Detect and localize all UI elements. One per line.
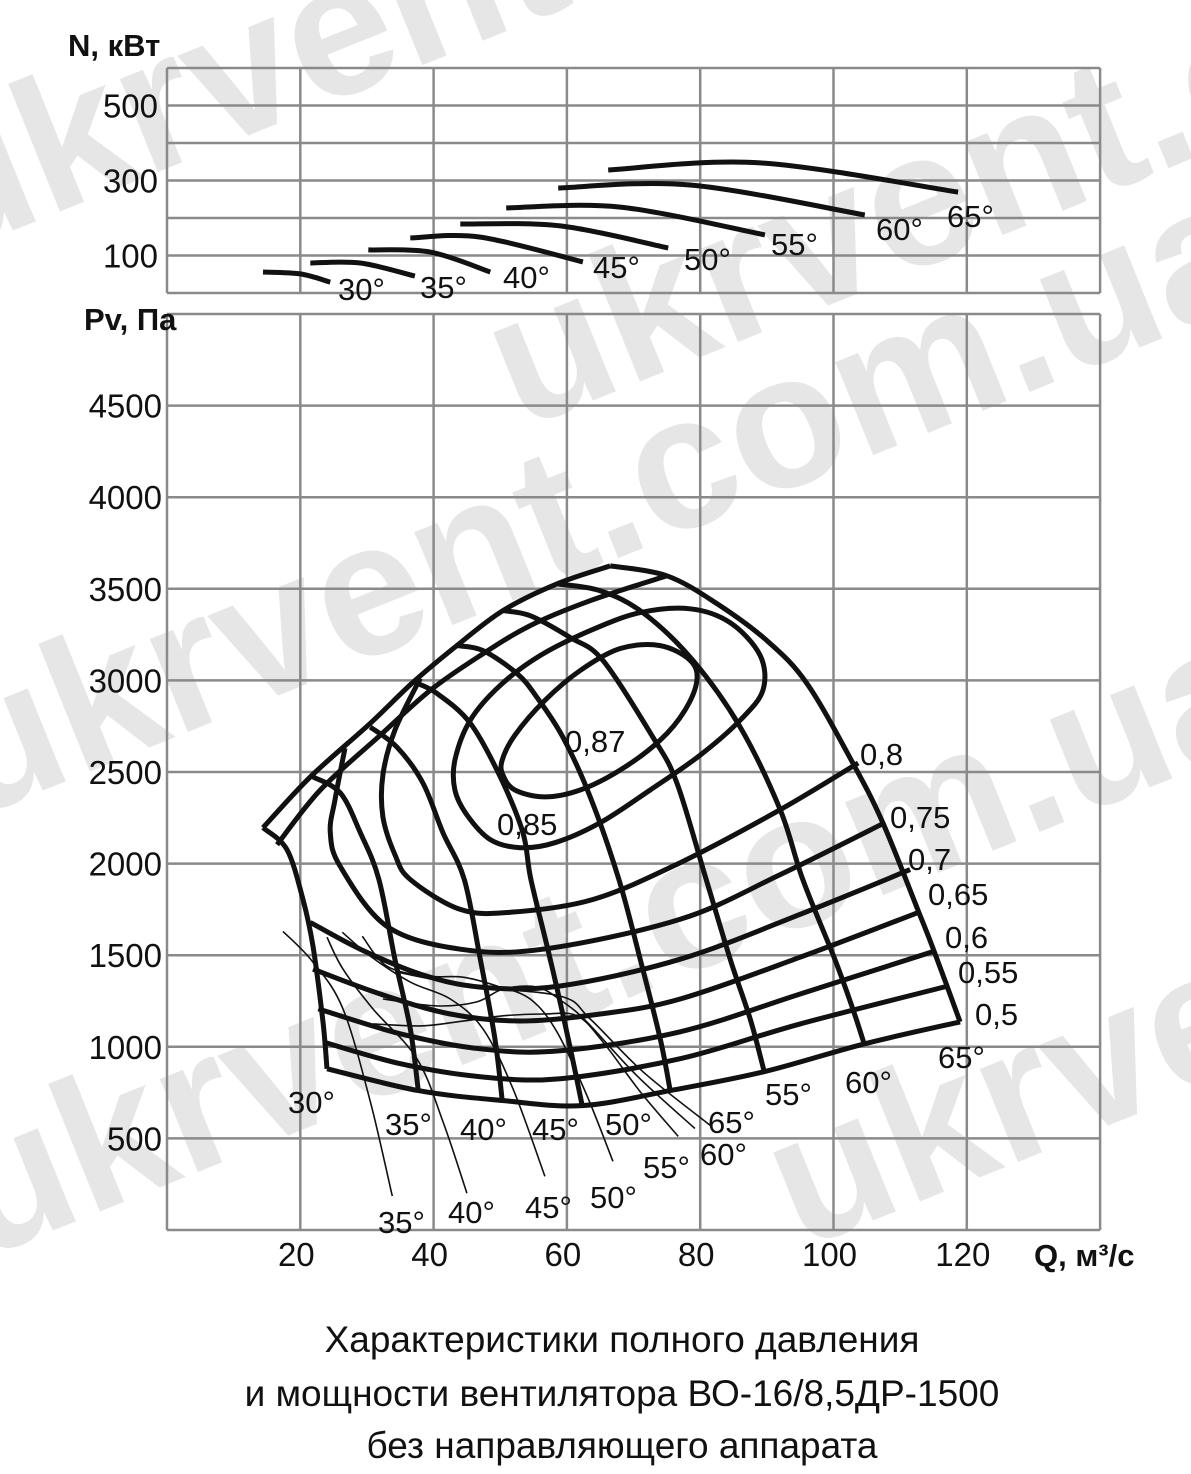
power-curve-label: 35° — [420, 270, 467, 305]
efficiency-contour — [327, 747, 886, 955]
stall-boundary-line — [261, 563, 611, 830]
unstable-curve-label: 35° — [378, 1205, 425, 1240]
curve-labels: 30° 35° 40° 45° 50° 55° 60° 65°30°35° 40° 45° 50°5… — [288, 199, 1018, 1240]
stall-boundary-line — [275, 573, 668, 847]
pressure-tick-label: 500 — [107, 1120, 162, 1157]
power-curve — [608, 159, 959, 195]
pressure-curve — [413, 680, 585, 1107]
flow-axis-title: Q, м³/с — [1034, 1238, 1134, 1273]
efficiency-label: 0,55 — [958, 955, 1018, 990]
unstable-pressure-curve — [372, 1012, 679, 1137]
power-curve-label: 30° — [338, 272, 385, 307]
pressure-tick-label: 2000 — [89, 846, 162, 883]
efficiency-label: 0,85 — [497, 807, 557, 842]
efficiency-label: 0,6 — [945, 920, 988, 955]
power-curve — [262, 269, 331, 285]
unstable-curve-label: 40° — [448, 1195, 495, 1230]
efficiency-contour — [498, 642, 700, 800]
flow-tick-label: 100 — [802, 1236, 857, 1273]
unstable-curve-label: 55° — [643, 1150, 690, 1185]
pressure-tick-label: 3500 — [89, 571, 162, 608]
power-curve-label: 55° — [771, 227, 818, 262]
power-curve — [310, 259, 416, 279]
pressure-curve — [368, 725, 505, 1101]
efficiency-label: 0,5 — [975, 997, 1018, 1032]
pressure-curve-label: 40° — [460, 1112, 507, 1147]
unstable-curve-label: 50° — [590, 1180, 637, 1215]
curves — [261, 159, 963, 1197]
pressure-curve-label: 65° — [938, 1040, 985, 1075]
pressure-tick-label: 2500 — [89, 754, 162, 791]
power-curve-label: 60° — [876, 212, 923, 247]
pressure-curve-label: 35° — [385, 1107, 432, 1142]
power-tick-label: 500 — [103, 88, 158, 125]
efficiency-label: 0,87 — [565, 724, 625, 759]
power-curve-label: 45° — [593, 250, 640, 285]
pressure-curve — [261, 825, 330, 1070]
caption-line-2: и мощности вентилятора ВО-16/8,5ДР-1500 — [245, 1373, 1000, 1414]
pressure-curve — [311, 774, 421, 1091]
unstable-curve-label: 65° — [708, 1105, 755, 1140]
caption-line-1: Характеристики полного давления — [325, 1319, 920, 1360]
efficiency-label: 0,7 — [908, 842, 951, 877]
flow-tick-label: 60 — [545, 1236, 582, 1273]
tick-labels: 100 300 500 500 1000 1500 2000 2500 3000 3500 4000… — [89, 88, 991, 1274]
power-tick-label: 100 — [103, 238, 158, 275]
efficiency-label: 0,8 — [860, 737, 903, 772]
unstable-pressure-curve — [326, 936, 468, 1194]
power-curve-label: 65° — [947, 199, 994, 234]
pressure-tick-label: 4500 — [89, 388, 162, 425]
efficiency-contour — [450, 605, 768, 851]
unstable-curve-label: 45° — [525, 1190, 572, 1225]
flow-tick-label: 120 — [935, 1236, 990, 1273]
power-curve-label: 40° — [503, 260, 550, 295]
pressure-tick-label: 1000 — [89, 1029, 162, 1066]
efficiency-contour — [309, 867, 912, 992]
power-curve-label: 50° — [684, 242, 731, 277]
pressure-curve-label: 60° — [845, 1065, 892, 1100]
pressure-curve-label: 45° — [532, 1112, 579, 1147]
efficiency-contour — [378, 677, 860, 917]
efficiency-contour — [322, 983, 949, 1083]
efficiency-contour — [312, 909, 920, 1024]
caption-line-3: без направляющего аппарата — [367, 1425, 878, 1466]
pressure-tick-label: 4000 — [89, 479, 162, 516]
efficiency-label: 0,75 — [890, 800, 950, 835]
flow-tick-label: 40 — [411, 1236, 448, 1273]
efficiency-label: 0,65 — [928, 877, 988, 912]
power-curve — [558, 181, 866, 218]
efficiency-contour — [326, 1019, 961, 1109]
power-axis-title: N, кВт — [68, 28, 160, 63]
flow-tick-label: 80 — [678, 1236, 715, 1273]
pressure-tick-label: 3000 — [89, 662, 162, 699]
pressure-curve — [609, 563, 963, 1023]
power-curve — [410, 233, 584, 265]
pressure-curve-label: 50° — [605, 1107, 652, 1142]
pressure-tick-label: 1500 — [89, 937, 162, 974]
flow-tick-label: 20 — [278, 1236, 315, 1273]
pressure-curve-label: 55° — [765, 1077, 812, 1112]
power-curve — [506, 202, 766, 238]
power-tick-label: 300 — [103, 163, 158, 200]
power-curve — [460, 221, 669, 251]
unstable-curve-label: 60° — [700, 1137, 747, 1172]
pressure-curve-label: 30° — [288, 1085, 335, 1120]
pressure-axis-title: Pv, Па — [84, 302, 177, 337]
efficiency-contour — [317, 948, 935, 1055]
power-curve — [368, 247, 492, 275]
